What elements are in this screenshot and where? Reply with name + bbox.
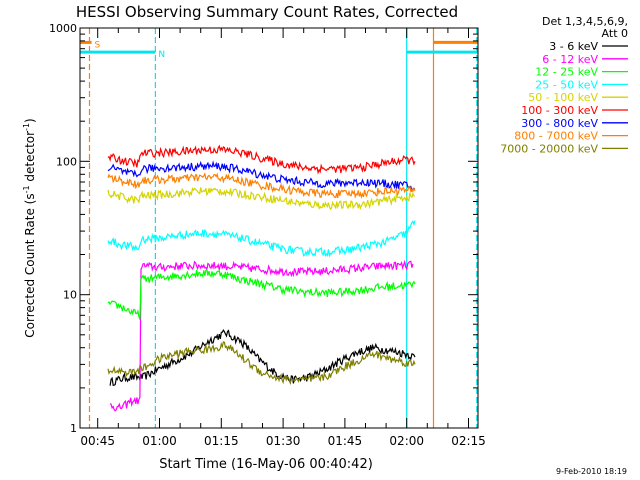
legend-label-7: 800 - 7000 keV	[514, 130, 598, 143]
markers-layer	[88, 28, 478, 428]
y-tick-label-1: 10	[63, 289, 77, 302]
x-tick-label-0: 00:45	[80, 434, 115, 448]
axes-layer: 1 10 100 1000 00:45 01:00 01:15 01:30 01:45 02:00…	[49, 22, 486, 448]
legend-label-3: 25 - 50 keV	[535, 78, 598, 91]
legend-header-1: Det 1,3,4,5,6,9,	[542, 15, 628, 28]
legend-label-2: 12 - 25 keV	[535, 66, 598, 79]
legend-label-1: 6 - 12 keV	[542, 53, 598, 66]
series-line-0	[109, 329, 416, 386]
y-tick-label-2: 100	[56, 155, 77, 168]
flags-layer: SN	[80, 40, 478, 60]
plot-frame	[79, 27, 479, 429]
chart-title: HESSI Observing Summary Count Rates, Cor…	[76, 3, 458, 21]
x-axis-label: Start Time (16-May-06 00:40:42)	[159, 457, 373, 472]
y-axis-label-mid: detector	[23, 131, 37, 186]
legend-label-0: 3 - 6 keV	[549, 40, 598, 53]
x-tick-label-3: 01:30	[266, 434, 301, 448]
x-tick-label-4: 01:45	[328, 434, 363, 448]
series-line-4	[107, 186, 416, 211]
flag-label-0: S	[95, 40, 101, 50]
y-axis-label-exp1: -1	[22, 185, 31, 193]
legend-label-6: 300 - 800 keV	[521, 117, 598, 130]
series-line-6	[107, 160, 416, 192]
legend-label-8: 7000 - 20000 keV	[500, 142, 598, 155]
x-tick-label-6: 02:15	[451, 434, 486, 448]
y-tick-label-3: 1000	[49, 22, 77, 35]
series-line-1	[109, 259, 414, 412]
y-axis-label-main: Corrected Count Rate (s	[23, 193, 37, 337]
series-line-8	[107, 341, 416, 385]
legend-header-2: Att 0	[602, 27, 628, 40]
x-tick-label-5: 02:00	[389, 434, 424, 448]
series-line-3	[107, 220, 416, 258]
timestamp: 9-Feb-2010 18:19	[556, 467, 627, 476]
series-line-2	[107, 268, 416, 320]
y-tick-label-0: 1	[70, 422, 77, 435]
flag-label-1: N	[158, 50, 165, 60]
y-axis-label-end: )	[23, 118, 37, 123]
x-tick-label-2: 01:15	[204, 434, 239, 448]
y-axis-label-exp2: -1	[22, 123, 31, 131]
series-layer	[107, 144, 416, 412]
x-tick-label-1: 01:00	[142, 434, 177, 448]
legend-label-5: 100 - 300 keV	[521, 104, 598, 117]
legend-label-4: 50 - 100 keV	[528, 91, 598, 104]
series-line-7	[107, 172, 416, 200]
series-line-5	[107, 144, 416, 175]
y-axis-label: Corrected Count Rate (s-1 detector-1)	[22, 118, 37, 337]
